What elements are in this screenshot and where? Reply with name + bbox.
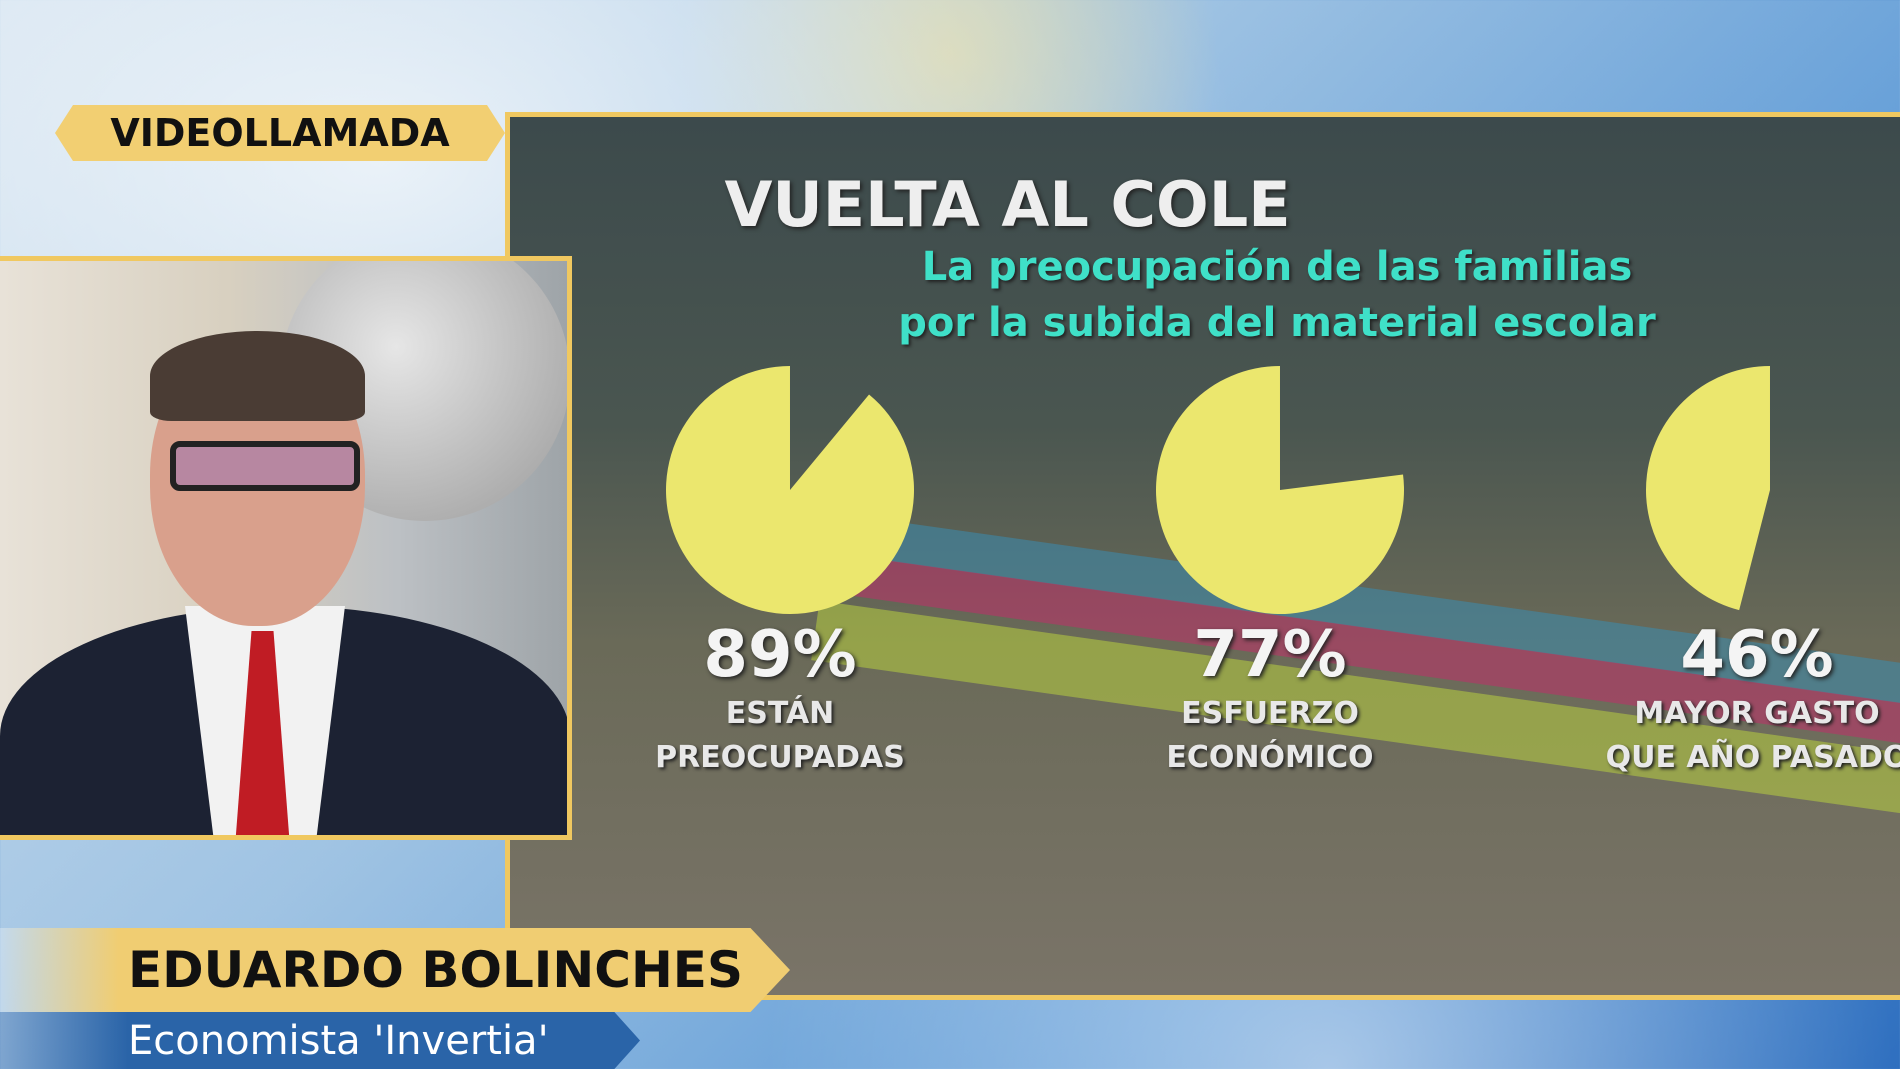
chart-subtitle-line-2: por la subida del material escolar [898, 300, 1656, 346]
video-call-feed [0, 256, 572, 840]
chart-title: VUELTA AL COLE [724, 168, 1291, 241]
speaker-role: Economista 'Invertia' [0, 1012, 640, 1069]
pie-label-1b: PREOCUPADAS [655, 740, 905, 775]
pie-slice-1 [665, 366, 914, 614]
person-glasses [170, 441, 360, 491]
person-hair [150, 331, 365, 421]
pie-label-2a: ESFUERZO [1181, 696, 1359, 731]
pie-value-1: 89% [703, 618, 857, 692]
chart-subtitle-line-1: La preocupación de las familias [921, 244, 1633, 290]
pie-charts [665, 366, 1770, 614]
pie-slice-3 [1645, 366, 1770, 611]
videollamada-badge: VIDEOLLAMADA [55, 105, 505, 161]
pie-label-3b: QUE AÑO PASADO [1605, 740, 1900, 775]
pie-label-3a: MAYOR GASTO [1634, 696, 1880, 731]
pie-label-1a: ESTÁN [725, 696, 835, 731]
speaker-name: EDUARDO BOLINCHES [0, 928, 790, 1012]
pie-label-2b: ECONÓMICO [1166, 740, 1374, 775]
pie-value-3: 46% [1680, 618, 1834, 692]
pie-slice-2 [1156, 366, 1404, 614]
pie-value-2: 77% [1193, 618, 1347, 692]
